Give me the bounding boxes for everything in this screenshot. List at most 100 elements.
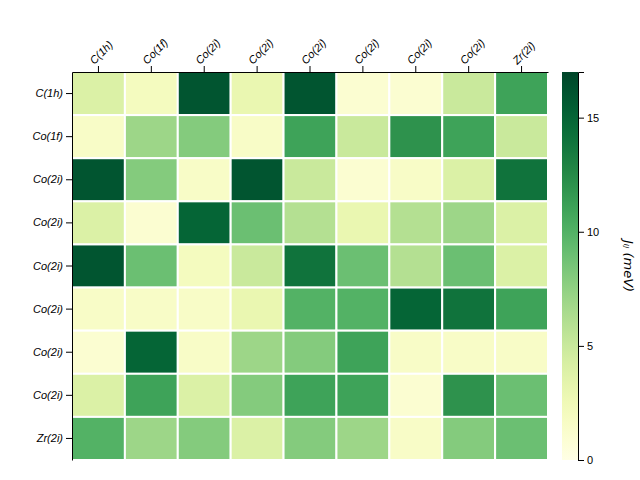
colorbar: 0 5 10 15 bbox=[562, 72, 599, 466]
tick-mark bbox=[415, 66, 416, 72]
cell bbox=[178, 417, 231, 460]
cell bbox=[284, 201, 337, 244]
cell bbox=[231, 331, 284, 374]
x-axis: C(1h) Co(1f) Co(2i) Co(2i) Co(2i) Co(2i) Co(2i… bbox=[73, 36, 549, 72]
cell bbox=[442, 201, 495, 244]
cell bbox=[231, 374, 284, 417]
cell bbox=[284, 417, 337, 460]
cell bbox=[72, 158, 125, 201]
cell bbox=[389, 158, 442, 201]
tick-label: Co(2i) bbox=[352, 36, 382, 66]
cell bbox=[389, 331, 442, 374]
cell bbox=[125, 201, 178, 244]
tick-label: C(1h) bbox=[35, 87, 63, 99]
cell bbox=[442, 158, 495, 201]
tick: Co(2i) bbox=[457, 36, 487, 72]
cell bbox=[442, 417, 495, 460]
tick: Co(2i) bbox=[33, 260, 72, 272]
tick-mark bbox=[257, 66, 258, 72]
cell bbox=[495, 374, 548, 417]
tick-mark bbox=[66, 136, 72, 137]
cell bbox=[284, 288, 337, 331]
cell bbox=[336, 417, 389, 460]
y-axis: C(1h) Co(1f) Co(2i) Co(2i) Co(2i) Co(2i) Co(2i… bbox=[32, 73, 72, 461]
tick-label: Co(2i) bbox=[33, 303, 63, 315]
cell bbox=[336, 244, 389, 287]
tick-label: Co(2i) bbox=[33, 260, 63, 272]
tick-label: Co(2i) bbox=[246, 36, 276, 66]
tick: 10 bbox=[578, 226, 599, 238]
cell bbox=[442, 374, 495, 417]
tick-mark bbox=[362, 66, 363, 72]
cell bbox=[178, 288, 231, 331]
tick-label: Co(2i) bbox=[33, 389, 63, 401]
tick-mark bbox=[521, 66, 522, 72]
cell bbox=[284, 115, 337, 158]
tick-label: Co(2i) bbox=[299, 36, 329, 66]
tick: Co(2i) bbox=[33, 303, 72, 315]
colorbar-label: Jᵢⱼ (meV) bbox=[621, 237, 636, 292]
cell bbox=[72, 115, 125, 158]
cell bbox=[336, 115, 389, 158]
cell bbox=[442, 244, 495, 287]
cell bbox=[284, 244, 337, 287]
cell bbox=[495, 158, 548, 201]
tick-mark bbox=[66, 438, 72, 439]
cell bbox=[389, 374, 442, 417]
tick-label: Co(2i) bbox=[457, 36, 487, 66]
plot: C(1h) Co(1f) Co(2i) Co(2i) Co(2i) Co(2i) Co(2i… bbox=[32, 36, 636, 466]
tick: 15 bbox=[578, 112, 599, 124]
tick-label: 0 bbox=[587, 454, 593, 466]
cell bbox=[125, 288, 178, 331]
tick-mark bbox=[578, 460, 584, 461]
tick: Co(1f) bbox=[32, 130, 72, 142]
tick: 0 bbox=[578, 454, 593, 466]
tick-mark bbox=[468, 66, 469, 72]
tick: 5 bbox=[578, 340, 593, 352]
tick-label: Co(2i) bbox=[33, 346, 63, 358]
cell bbox=[231, 417, 284, 460]
cell bbox=[495, 115, 548, 158]
cell bbox=[178, 331, 231, 374]
cell bbox=[442, 331, 495, 374]
cell bbox=[231, 288, 284, 331]
cell bbox=[336, 201, 389, 244]
tick-label: 5 bbox=[587, 340, 593, 352]
colorbar-gradient bbox=[562, 72, 578, 460]
cell bbox=[178, 158, 231, 201]
cell bbox=[72, 72, 125, 115]
tick: Co(2i) bbox=[33, 346, 72, 358]
cell bbox=[178, 72, 231, 115]
colorbar-axis: 0 5 10 15 bbox=[578, 73, 599, 467]
cell bbox=[72, 374, 125, 417]
cell bbox=[72, 288, 125, 331]
tick-mark bbox=[66, 352, 72, 353]
cell bbox=[178, 201, 231, 244]
tick: Zr(2i) bbox=[36, 432, 72, 444]
tick-label: Zr(2i) bbox=[510, 39, 538, 67]
tick-mark bbox=[151, 66, 152, 72]
axis-line bbox=[72, 73, 73, 461]
tick-label: Co(2i) bbox=[193, 36, 223, 66]
cell bbox=[231, 72, 284, 115]
cell bbox=[72, 417, 125, 460]
tick-label: Co(2i) bbox=[33, 173, 63, 185]
cell bbox=[284, 331, 337, 374]
cell bbox=[442, 72, 495, 115]
cell bbox=[125, 158, 178, 201]
cell bbox=[389, 244, 442, 287]
cell bbox=[125, 417, 178, 460]
cell bbox=[336, 158, 389, 201]
tick: C(1h) bbox=[87, 38, 115, 72]
cell bbox=[284, 158, 337, 201]
tick-label: Co(1f) bbox=[32, 130, 63, 142]
cell bbox=[495, 201, 548, 244]
cell bbox=[125, 374, 178, 417]
tick-label: Co(1f) bbox=[140, 36, 170, 66]
tick: Co(2i) bbox=[246, 36, 276, 72]
cell bbox=[389, 288, 442, 331]
tick-mark bbox=[66, 266, 72, 267]
cell bbox=[178, 374, 231, 417]
cell bbox=[231, 201, 284, 244]
cell bbox=[284, 72, 337, 115]
